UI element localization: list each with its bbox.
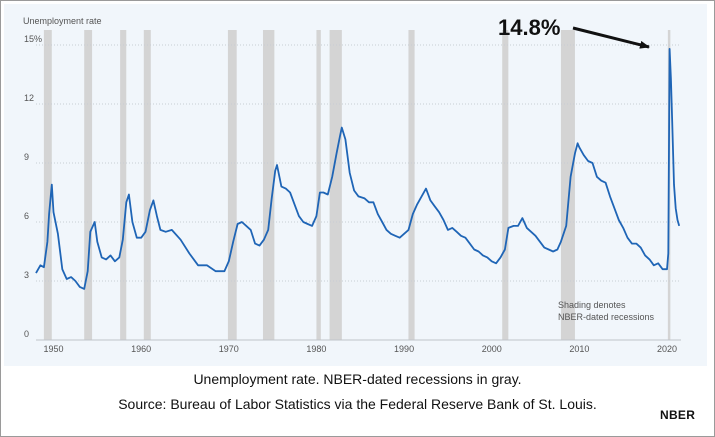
- recession-band-6: [316, 30, 321, 340]
- recession-band-7: [329, 30, 342, 340]
- recession-band-0: [43, 30, 52, 340]
- recession-band-5: [262, 30, 275, 340]
- recession-band-8: [408, 30, 415, 340]
- recession-band-4: [227, 30, 237, 340]
- x-tick-label-2000: 2000: [482, 344, 502, 354]
- y-tick-label-15: 15%: [24, 34, 42, 44]
- x-tick-label-1970: 1970: [219, 344, 239, 354]
- x-axis-labels: 1950 1960 1970 1980 1990 2000 2010 2020: [44, 344, 677, 354]
- chart-title: Unemployment rate: [23, 16, 102, 26]
- recession-band-2: [120, 30, 127, 340]
- x-tick-label-2010: 2010: [569, 344, 589, 354]
- nber-logo: NBER: [660, 408, 696, 422]
- x-tick-label-1980: 1980: [306, 344, 326, 354]
- recession-band-1: [84, 30, 93, 340]
- x-tick-label-1960: 1960: [131, 344, 151, 354]
- y-tick-label-3: 3: [24, 270, 29, 280]
- recession-note-line-1: Shading denotes: [558, 300, 626, 310]
- y-tick-label-9: 9: [24, 152, 29, 162]
- recession-shading: [43, 30, 671, 340]
- caption-source: Source: Bureau of Labor Statistics via t…: [118, 396, 597, 412]
- recession-band-9: [502, 30, 509, 340]
- y-tick-label-0: 0: [24, 329, 29, 339]
- y-axis-labels: 15% 12 9 6 3 0: [24, 34, 42, 339]
- y-tick-label-12: 12: [24, 93, 34, 103]
- peak-annotation-arrow: [572, 26, 650, 49]
- x-tick-label-1990: 1990: [394, 344, 414, 354]
- gridlines: [36, 44, 681, 282]
- caption-line-1: Unemployment rate. NBER-dated recessions…: [193, 371, 522, 387]
- recession-band-10: [560, 30, 575, 340]
- recession-note-line-2: NBER-dated recessions: [558, 312, 655, 322]
- peak-annotation-label: 14.8%: [498, 15, 560, 40]
- x-tick-label-1950: 1950: [44, 344, 64, 354]
- unemployment-rate-line: [35, 48, 681, 290]
- recession-band-3: [143, 30, 151, 340]
- y-tick-label-6: 6: [24, 211, 29, 221]
- x-tick-label-2020: 2020: [657, 344, 677, 354]
